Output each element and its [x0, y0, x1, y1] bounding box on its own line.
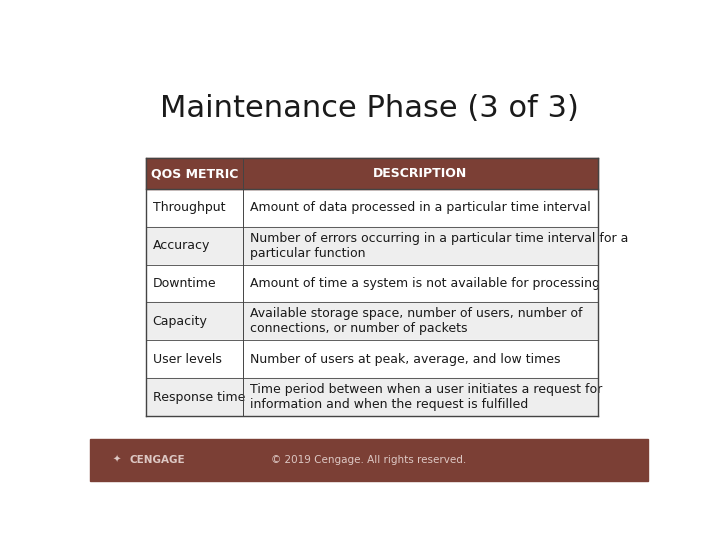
Text: ✦: ✦	[112, 455, 120, 465]
Bar	[145, 302, 598, 340]
Bar	[145, 265, 598, 302]
Text: Number of users at peak, average, and low times: Number of users at peak, average, and lo…	[250, 353, 560, 366]
Bar	[90, 439, 648, 481]
Text: Capacity: Capacity	[153, 315, 207, 328]
Bar	[145, 158, 598, 189]
Text: User levels: User levels	[153, 353, 222, 366]
Text: CENGAGE: CENGAGE	[129, 455, 185, 465]
Text: Accuracy: Accuracy	[153, 239, 210, 252]
Text: Number of errors occurring in a particular time interval for a
particular functi: Number of errors occurring in a particul…	[250, 232, 628, 260]
Text: Amount of time a system is not available for processing: Amount of time a system is not available…	[250, 277, 600, 290]
Text: QOS METRIC: QOS METRIC	[150, 167, 238, 180]
Text: Response time: Response time	[153, 391, 245, 404]
Text: Throughput: Throughput	[153, 201, 225, 214]
Text: DESCRIPTION: DESCRIPTION	[373, 167, 467, 180]
Bar	[145, 378, 598, 416]
Text: Time period between when a user initiates a request for
information and when the: Time period between when a user initiate…	[250, 383, 602, 411]
Text: Maintenance Phase (3 of 3): Maintenance Phase (3 of 3)	[160, 94, 578, 123]
Text: Available storage space, number of users, number of
connections, or number of pa: Available storage space, number of users…	[250, 307, 582, 335]
Text: Downtime: Downtime	[153, 277, 216, 290]
Bar	[145, 340, 598, 378]
Text: Amount of data processed in a particular time interval: Amount of data processed in a particular…	[250, 201, 590, 214]
Text: © 2019 Cengage. All rights reserved.: © 2019 Cengage. All rights reserved.	[271, 455, 467, 465]
Bar	[145, 227, 598, 265]
Bar	[145, 189, 598, 227]
